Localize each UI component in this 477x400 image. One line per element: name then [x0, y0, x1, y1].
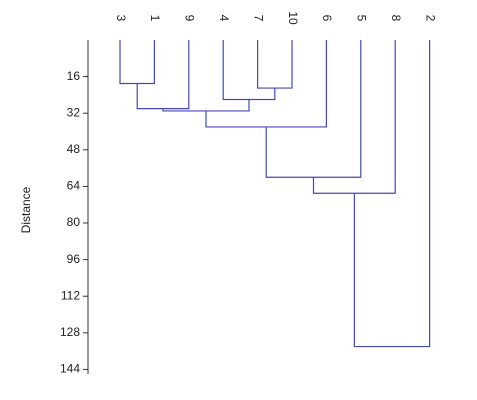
y-tick-label: 16: [67, 69, 81, 83]
leaf-label: 8: [389, 15, 403, 22]
leaf-label: 3: [114, 15, 128, 22]
dendrogram-link: [257, 40, 293, 89]
leaf-label: 7: [251, 15, 265, 22]
y-tick-label: 112: [61, 288, 80, 302]
leaf-label: 10: [286, 11, 300, 25]
dendrogram-link: [353, 40, 431, 348]
leaf-label: 4: [217, 15, 231, 22]
leaf-label: 2: [423, 15, 437, 22]
y-tick-label: 96: [67, 252, 81, 266]
leaf-label: 9: [183, 15, 197, 22]
y-axis-label: Distance: [19, 186, 33, 233]
y-tick-label: 128: [60, 325, 80, 339]
y-tick-label: 48: [67, 142, 81, 156]
leaf-label: 5: [355, 15, 369, 22]
y-tick-label: 64: [67, 179, 81, 193]
y-tick-label: 80: [67, 215, 81, 229]
y-tick-label: 144: [60, 362, 80, 376]
y-tick-label: 32: [67, 105, 81, 119]
dendrogram-link: [136, 40, 190, 110]
dendrogram-link: [205, 40, 327, 128]
dendrogram-link: [222, 40, 276, 101]
dendrogram-link: [119, 40, 155, 85]
dendrogram-link: [312, 40, 396, 194]
leaf-label: 6: [320, 15, 334, 22]
leaf-label: 1: [148, 15, 162, 22]
dendrogram-link: [265, 40, 362, 178]
